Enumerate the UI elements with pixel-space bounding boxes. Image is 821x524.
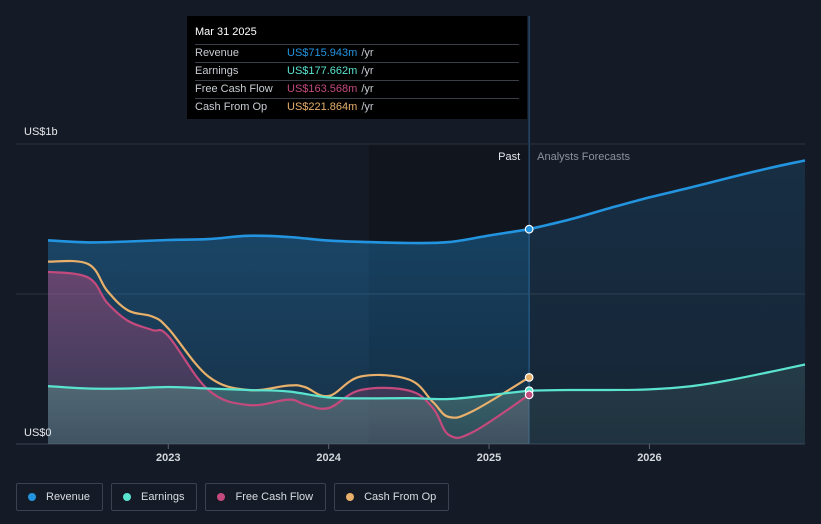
legend-item-revenue[interactable]: Revenue bbox=[16, 483, 104, 511]
tooltip-label: Cash From Op bbox=[195, 101, 268, 113]
tooltip-label: Free Cash Flow bbox=[195, 83, 273, 95]
legend-dot-icon bbox=[217, 493, 226, 501]
tooltip-row-earnings: Earnings US$177.662m /yr bbox=[195, 62, 519, 80]
legend-item-cfo[interactable]: Cash From Op bbox=[334, 483, 450, 511]
y-label-top: US$1b bbox=[24, 126, 58, 138]
tooltip-value: US$715.943m bbox=[287, 47, 358, 59]
revenue-forecast-line bbox=[528, 159, 806, 231]
x-tick-label: 2023 bbox=[156, 452, 180, 464]
fcf-marker bbox=[524, 390, 534, 400]
legend-label: Earnings bbox=[141, 491, 185, 503]
legend-dot-icon bbox=[28, 493, 36, 501]
tooltip-unit: /yr bbox=[361, 83, 374, 95]
tooltip-value: US$163.568m bbox=[287, 83, 358, 95]
tooltip-date: Mar 31 2025 bbox=[195, 26, 257, 38]
tooltip-row-revenue: Revenue US$715.943m /yr bbox=[195, 44, 519, 62]
tooltip-unit: /yr bbox=[361, 101, 374, 113]
earnings-forecast-line bbox=[529, 363, 806, 392]
tooltip-row-cfo: Cash From Op US$221.864m /yr bbox=[195, 98, 519, 116]
tooltip: Mar 31 2025 Revenue US$715.943m /yr Earn… bbox=[187, 16, 527, 119]
legend-label: Free Cash Flow bbox=[235, 491, 314, 503]
fcf-line bbox=[47, 270, 530, 439]
revenue-line bbox=[47, 227, 530, 245]
legend-dot-icon bbox=[346, 493, 355, 501]
tooltip-row-fcf: Free Cash Flow US$163.568m /yr bbox=[195, 80, 519, 98]
legend: Revenue Earnings Free Cash Flow Cash Fro… bbox=[16, 483, 450, 511]
x-tick-label: 2025 bbox=[477, 452, 501, 464]
legend-label: Cash From Op bbox=[364, 491, 437, 503]
legend-item-earnings[interactable]: Earnings bbox=[111, 483, 198, 511]
earnings-forecast-area bbox=[529, 364, 805, 444]
legend-label: Revenue bbox=[46, 491, 91, 503]
forecast-label: Analysts Forecasts bbox=[537, 151, 630, 163]
tooltip-value: US$221.864m bbox=[287, 101, 358, 113]
legend-item-fcf[interactable]: Free Cash Flow bbox=[205, 483, 327, 511]
y-label-bottom: US$0 bbox=[24, 427, 52, 439]
cfo-line bbox=[47, 259, 530, 419]
revenue-forecast-area bbox=[529, 160, 805, 444]
cfo-marker bbox=[524, 373, 534, 382]
tooltip-unit: /yr bbox=[361, 65, 374, 77]
tooltip-unit: /yr bbox=[361, 47, 374, 59]
earnings-line bbox=[47, 385, 530, 401]
x-tick-label: 2024 bbox=[316, 452, 341, 464]
tooltip-label: Revenue bbox=[195, 47, 240, 59]
x-tick-label: 2026 bbox=[637, 452, 661, 464]
revenue-marker bbox=[524, 224, 534, 234]
past-label: Past bbox=[498, 151, 520, 163]
legend-dot-icon bbox=[123, 493, 132, 501]
tooltip-label: Earnings bbox=[195, 65, 239, 77]
earnings-area bbox=[48, 386, 530, 444]
tooltip-value: US$177.662m bbox=[287, 65, 358, 77]
